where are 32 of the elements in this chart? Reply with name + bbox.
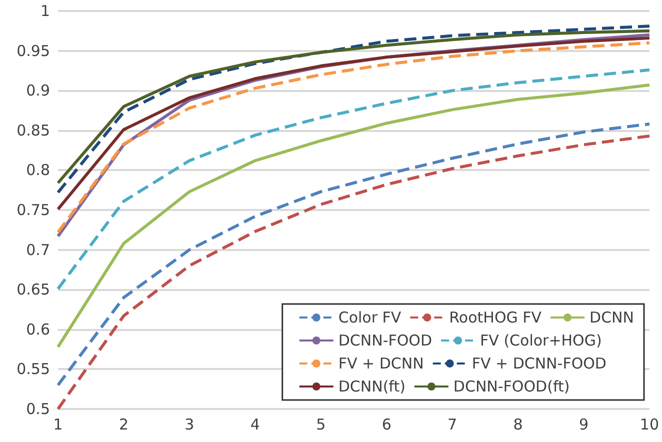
x-tick-label: 1: [53, 416, 63, 434]
y-tick-label: 0.6: [26, 320, 50, 338]
line-series: [56, 68, 651, 290]
x-tick-label: 4: [250, 416, 260, 434]
legend-label: DCNN-FOOD(ft): [453, 378, 570, 396]
x-tick-label: 7: [448, 416, 458, 434]
x-tick-label: 2: [118, 416, 128, 434]
y-tick-label: 0.5: [26, 400, 50, 418]
y-tick-label: 0.55: [16, 360, 50, 378]
y-tick-label: 0.75: [16, 201, 50, 219]
y-tick-label: 0.65: [16, 280, 50, 299]
legend-label: FV (Color+HOG): [480, 332, 602, 350]
x-tick-label: 10: [640, 416, 660, 434]
y-tick-label: 0.9: [26, 82, 50, 100]
y-tick-label: 0.95: [16, 42, 50, 60]
x-tick-label: 5: [316, 416, 326, 434]
x-tick-label: 9: [578, 416, 589, 434]
y-tick-label: 0.85: [16, 121, 50, 140]
legend-label: FV + DCNN: [338, 354, 424, 372]
line-series: [56, 84, 651, 348]
legend-label: RootHOG FV: [449, 308, 542, 326]
x-tick-label: 8: [513, 416, 523, 434]
y-tick-label: 1: [40, 2, 50, 20]
y-tick-label: 0.8: [26, 161, 50, 180]
legend-label: FV + DCNN-FOOD: [472, 354, 606, 372]
x-tick-label: 3: [184, 416, 194, 434]
legend-label: Color FV: [338, 308, 402, 326]
legend-label: DCNN-FOOD: [338, 332, 432, 350]
legend-label: DCNN: [590, 308, 634, 326]
y-tick-label: 0.7: [26, 240, 50, 259]
x-tick-label: 6: [382, 416, 392, 434]
legend-label: DCNN(ft): [338, 378, 406, 396]
